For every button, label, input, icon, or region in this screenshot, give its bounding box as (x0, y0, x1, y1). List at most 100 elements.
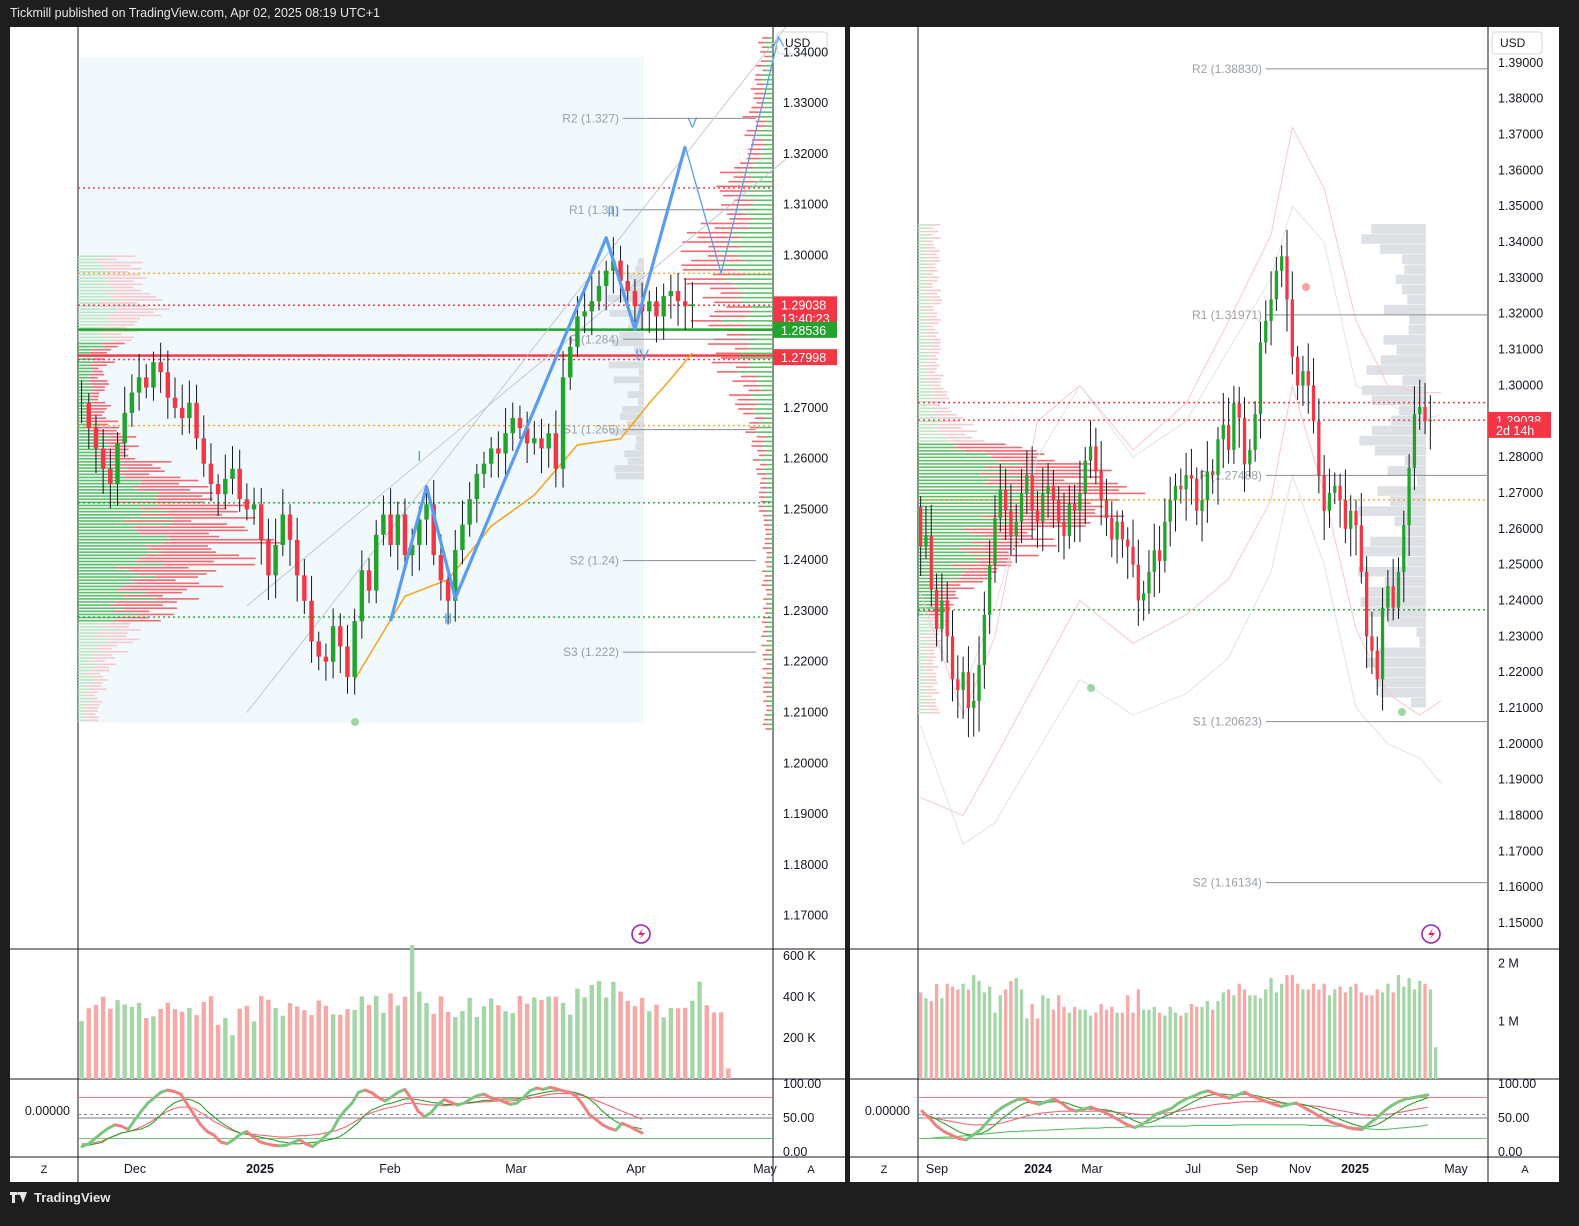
volume-profile-left-bar (78, 570, 130, 572)
volume-profile-left-bar (155, 598, 199, 600)
volume-profile-right-bar (763, 579, 770, 582)
volume-profile-left-bar (90, 398, 99, 401)
volume-profile-left-bar (918, 495, 1019, 498)
pivot-label: S2 (1.24) (570, 554, 619, 568)
volume-profile-left-bar (157, 504, 246, 507)
candle-body (503, 433, 508, 454)
price-label-box (773, 349, 837, 366)
session-volume-profile-bar (611, 339, 644, 347)
volume-profile-right-bar (769, 686, 773, 689)
volume-profile-left-bar (918, 450, 964, 452)
volume-profile-left-bar (78, 526, 135, 529)
volume-bar (988, 986, 992, 1079)
volume-profile-left-bar (918, 305, 926, 308)
volume-profile-left-bar (929, 341, 942, 344)
volume-profile-left-bar (918, 472, 980, 475)
oscillator-value-label: 0.00000 (865, 1104, 910, 1118)
volume-profile-left-bar (78, 629, 117, 631)
volume-profile-right-bar (762, 667, 770, 670)
volume-profile-left-bar (918, 561, 979, 563)
candle-body (93, 428, 99, 449)
volume-profile-left-bar (926, 381, 942, 383)
lightning-icon (1421, 924, 1441, 944)
volume-profile-left-bar (918, 371, 927, 374)
session-volume-profile-bar (637, 398, 644, 406)
price-axis-tick: 1.25000 (783, 502, 828, 516)
volume-profile-left-bar (918, 453, 988, 455)
candle-body (632, 291, 638, 307)
volume-profile-left-bar (918, 515, 983, 518)
volume-profile-left-bar (78, 308, 118, 311)
volume-profile-left-bar (930, 387, 944, 390)
volume-bar (639, 997, 645, 1079)
volume-profile-right-bar (769, 561, 773, 563)
volume-profile-right-bar (761, 477, 767, 480)
volume-profile-left-bar (109, 339, 133, 342)
volume-profile-right-bar (760, 115, 773, 118)
candle-body (945, 600, 949, 637)
volume-profile-left-bar (78, 523, 172, 525)
pivot-label: R2 (1.327) (562, 111, 619, 125)
volume-profile-left-bar (108, 280, 134, 283)
volume-profile-left-bar (1003, 499, 1119, 501)
candle-body (1051, 485, 1056, 501)
volume-profile-left-bar (918, 476, 1023, 478)
volume-profile-left-bar (918, 584, 934, 586)
volume-profile-left-bar (136, 560, 214, 563)
volume-profile-right-bar (766, 556, 770, 559)
session-volume-profile-bar (1376, 677, 1426, 688)
daily-chart-panel[interactable]: R2 (1.327) R1 (1.31) P (1.284) S1 (1.266) S2… (10, 27, 845, 1182)
volume-bar (93, 1005, 99, 1079)
session-volume-profile-bar (634, 346, 644, 354)
volume-profile-left-bar (925, 332, 939, 334)
volume-profile-left-bar (78, 651, 103, 653)
volume-profile-left-bar (129, 570, 217, 572)
volume-profile-right-bar (762, 69, 767, 72)
volume-profile-left-bar (927, 692, 940, 694)
volume-profile-left-bar (918, 456, 991, 459)
envelope-band-line (920, 205, 1442, 692)
volume-profile-right-bar (762, 64, 773, 67)
session-volume-profile-bar (1416, 627, 1426, 637)
daily-chart-svg[interactable]: R2 (1.327) R1 (1.31) P (1.284) S1 (1.266) S2… (10, 27, 845, 1182)
volume-profile-left-bar (85, 716, 99, 719)
volume-profile-left-bar (78, 635, 95, 638)
volume-profile-left-bar (108, 604, 163, 606)
volume-profile-right-bar (749, 361, 773, 364)
volume-profile-right-bar (681, 264, 721, 267)
volume-profile-left-bar (78, 685, 86, 687)
volume-bar (1237, 983, 1241, 1079)
session-volume-profile-bar (1408, 324, 1426, 335)
weekly-chart-panel[interactable]: R2 (1.38830) R1 (1.31971) P (1.27488) S1 (1… (850, 27, 1559, 1182)
volume-profile-right-bar (754, 92, 767, 95)
volume-profile-left-bar (78, 289, 116, 292)
volume-profile-right-bar (749, 185, 773, 188)
volume-profile-left-bar (929, 400, 945, 403)
volume-profile-right-bar (737, 255, 773, 257)
tradingview-footer[interactable]: TradingView (10, 1190, 110, 1205)
candle-body (675, 291, 681, 302)
oscillator-k-segment (139, 1101, 150, 1113)
session-volume-profile-bar (1384, 304, 1426, 315)
volume-profile-left-bar (1006, 489, 1119, 491)
volume-profile-right-bar (755, 468, 763, 471)
session-volume-profile-bar (613, 376, 644, 384)
volume-profile-right-bar (751, 139, 764, 141)
volume-profile-left-bar (928, 358, 939, 360)
volume-profile-left-bar (101, 333, 122, 335)
weekly-chart-svg[interactable]: R2 (1.38830) R1 (1.31971) P (1.27488) S1 (1… (850, 27, 1559, 1182)
volume-profile-right-bar (752, 218, 773, 220)
volume-profile-left-bar (108, 464, 153, 466)
volume-profile-right-bar (734, 167, 754, 169)
candle-body (524, 428, 530, 444)
volume-bar (539, 999, 544, 1079)
volume-bar (1375, 989, 1379, 1079)
session-volume-profile-bar (1366, 365, 1426, 375)
volume-profile-left-bar (78, 339, 110, 342)
volume-profile-right-bar (759, 496, 766, 498)
volume-bar (682, 1007, 688, 1079)
volume-profile-right-bar (768, 723, 773, 726)
candle-body (474, 473, 480, 500)
candle-body (1295, 356, 1300, 386)
